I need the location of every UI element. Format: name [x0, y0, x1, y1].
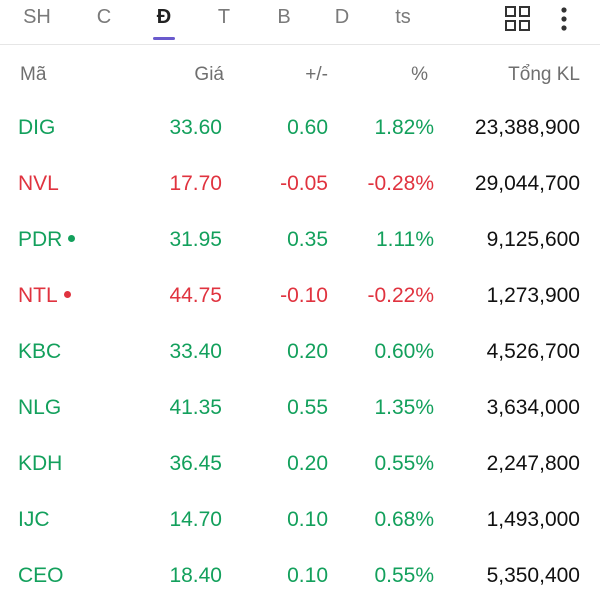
status-dot-icon: [68, 234, 76, 242]
percent-cell: 1.82%: [374, 116, 434, 139]
grid-icon[interactable]: [503, 4, 533, 34]
percent-cell: 0.55%: [374, 564, 434, 587]
symbol-text: KDH: [18, 452, 63, 475]
change-cell: 0.20: [287, 340, 328, 363]
table-row[interactable]: IJC 14.70 0.10 0.68% 1,493,000: [0, 492, 600, 548]
percent-cell: -0.22%: [367, 284, 434, 307]
symbol-text: DIG: [18, 116, 56, 139]
volume-cell: 1,493,000: [486, 508, 580, 531]
table-row[interactable]: KDH 36.45 0.20 0.55% 2,247,800: [0, 436, 600, 492]
table-row[interactable]: NTL 44.75 -0.10 -0.22% 1,273,900: [0, 268, 600, 324]
grid-icon-graphic: [505, 6, 530, 31]
change-cell: -0.05: [280, 172, 328, 195]
column-header-symbol[interactable]: Mã: [20, 64, 47, 85]
change-cell: 0.35: [287, 228, 328, 251]
symbol-text: NTL: [18, 284, 58, 307]
change-cell: 0.60: [287, 116, 328, 139]
tab-b[interactable]: B: [268, 0, 300, 42]
table-row[interactable]: PDR 31.95 0.35 1.11% 9,125,600: [0, 212, 600, 268]
status-dot-icon: [63, 290, 71, 298]
symbol-cell: KBC: [18, 324, 61, 380]
volume-cell: 5,350,400: [486, 564, 580, 587]
volume-cell: 1,273,900: [486, 284, 580, 307]
volume-cell: 9,125,600: [486, 228, 580, 251]
symbol-text: PDR: [18, 228, 63, 251]
symbol-cell: NTL: [18, 268, 71, 324]
symbol-text: KBC: [18, 340, 62, 363]
volume-cell: 2,247,800: [486, 452, 580, 475]
percent-cell: 0.60%: [374, 340, 434, 363]
price-cell: 41.35: [169, 396, 222, 419]
change-cell: 0.20: [287, 452, 328, 475]
symbol-text: NVL: [18, 172, 59, 195]
column-header-change[interactable]: +/-: [305, 64, 328, 85]
more-vertical-icon[interactable]: [549, 4, 579, 34]
price-cell: 17.70: [169, 172, 222, 195]
volume-cell: 3,634,000: [486, 396, 580, 419]
active-tab-indicator: [153, 37, 175, 40]
table-row[interactable]: NVL 17.70 -0.05 -0.28% 29,044,700: [0, 156, 600, 212]
tab-label: Đ: [156, 6, 172, 28]
tab-sh[interactable]: SH: [14, 0, 60, 42]
symbol-cell: IJC: [18, 492, 50, 548]
price-cell: 18.40: [169, 564, 222, 587]
symbol-text: NLG: [18, 396, 62, 419]
tab-ts[interactable]: ts: [386, 0, 420, 42]
tab-label: D: [334, 6, 350, 28]
price-cell: 31.95: [169, 228, 222, 251]
symbol-cell: CEO: [18, 548, 64, 600]
table-row[interactable]: CEO 18.40 0.10 0.55% 5,350,400: [0, 548, 600, 600]
percent-cell: 0.55%: [374, 452, 434, 475]
table-row[interactable]: NLG 41.35 0.55 1.35% 3,634,000: [0, 380, 600, 436]
price-cell: 44.75: [169, 284, 222, 307]
tab-dd[interactable]: D: [326, 0, 358, 42]
symbol-text: IJC: [18, 508, 50, 531]
symbol-cell: DIG: [18, 100, 55, 156]
price-cell: 33.60: [169, 116, 222, 139]
symbol-cell: PDR: [18, 212, 76, 268]
symbol-text: CEO: [18, 564, 64, 587]
tab-d-active[interactable]: Đ: [148, 0, 180, 42]
change-cell: 0.10: [287, 508, 328, 531]
column-header-percent[interactable]: %: [411, 64, 428, 85]
symbol-cell: KDH: [18, 436, 62, 492]
percent-cell: 1.35%: [374, 396, 434, 419]
percent-cell: 1.11%: [376, 228, 434, 251]
change-cell: 0.10: [287, 564, 328, 587]
tab-t[interactable]: T: [208, 0, 240, 42]
tab-label: ts: [395, 6, 411, 28]
table-row[interactable]: DIG 33.60 0.60 1.82% 23,388,900: [0, 100, 600, 156]
volume-cell: 23,388,900: [474, 116, 580, 139]
tab-c[interactable]: C: [88, 0, 120, 42]
column-header-volume[interactable]: Tổng KL: [508, 64, 580, 85]
price-cell: 33.40: [169, 340, 222, 363]
tab-label: T: [217, 6, 231, 28]
price-cell: 14.70: [169, 508, 222, 531]
change-cell: -0.10: [280, 284, 328, 307]
column-header-price[interactable]: Giá: [194, 64, 224, 85]
table-row[interactable]: KBC 33.40 0.20 0.60% 4,526,700: [0, 324, 600, 380]
volume-cell: 4,526,700: [486, 340, 580, 363]
symbol-cell: NLG: [18, 380, 61, 436]
tab-label: SH: [23, 6, 51, 28]
percent-cell: 0.68%: [374, 508, 434, 531]
tab-label: B: [277, 6, 291, 28]
symbol-cell: NVL: [18, 156, 59, 212]
tab-label: C: [96, 6, 112, 28]
more-vertical-icon-graphic: [561, 7, 567, 31]
price-cell: 36.45: [169, 452, 222, 475]
percent-cell: -0.28%: [367, 172, 434, 195]
change-cell: 0.55: [287, 396, 328, 419]
volume-cell: 29,044,700: [474, 172, 580, 195]
tab-bar: SH C Đ T B D ts: [0, 0, 600, 45]
